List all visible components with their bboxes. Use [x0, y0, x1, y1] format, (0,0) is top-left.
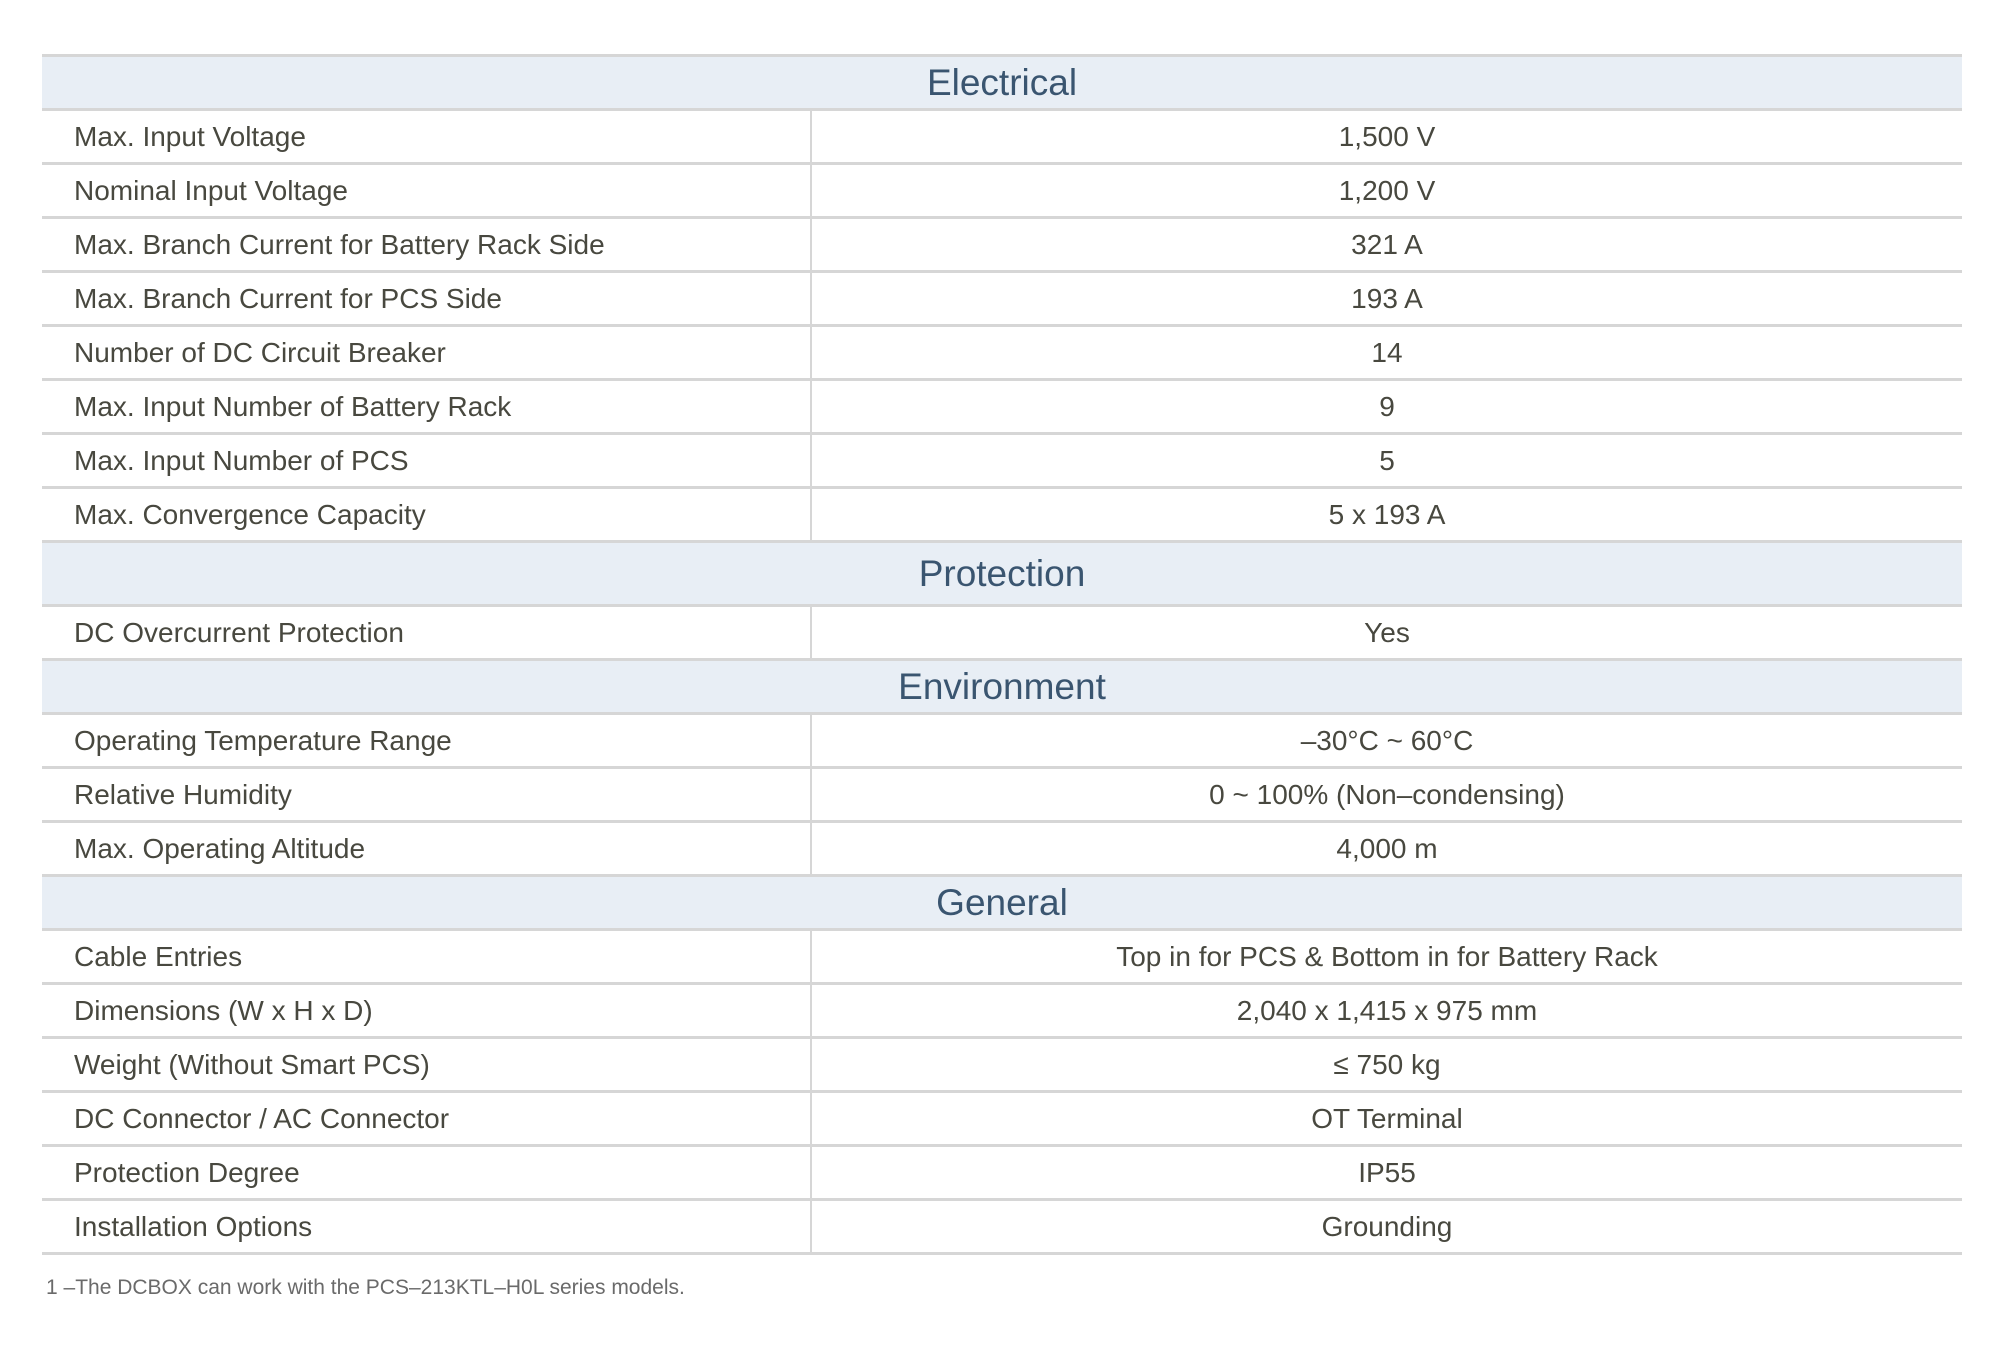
spec-value: IP55 — [1358, 1157, 1416, 1188]
spec-label: Max. Input Voltage — [42, 111, 812, 162]
section-header-general: General — [42, 877, 1962, 931]
table-row: Installation Options Grounding — [42, 1201, 1962, 1255]
section-header-protection: Protection — [42, 543, 1962, 607]
spec-value: 2,040 x 1,415 x 975 mm — [1236, 995, 1538, 1026]
table-row: Max. Convergence Capacity 5 x 193 A — [42, 489, 1962, 543]
spec-value: 9 — [1379, 391, 1395, 422]
spec-label: DC Overcurrent Protection — [42, 607, 812, 658]
spec-value: OT Terminal — [1311, 1103, 1463, 1134]
table-row: Dimensions (W x H x D) 2,040 x 1,415 x 97… — [42, 985, 1962, 1039]
spec-value: 5 x 193 A — [1328, 499, 1446, 530]
table-row: Number of DC Circuit Breaker 14 — [42, 327, 1962, 381]
spec-value: 5 — [1379, 445, 1395, 476]
table-row: DC Connector / AC Connector OT Terminal — [42, 1093, 1962, 1147]
table-row: Max. Operating Altitude 4,000 m — [42, 823, 1962, 877]
table-row: Max. Input Voltage 1,500 V — [42, 111, 1962, 165]
spec-label: Max. Branch Current for PCS Side — [42, 273, 812, 324]
spec-value: 1,500 V — [1338, 121, 1436, 152]
spec-value: –30°C ~ 60°C — [1300, 725, 1474, 756]
spec-label: Number of DC Circuit Breaker — [42, 327, 812, 378]
table-row: Max. Input Number of Battery Rack 9 — [42, 381, 1962, 435]
section-header-environment: Environment — [42, 661, 1962, 715]
spec-label: Max. Operating Altitude — [42, 823, 812, 874]
spec-label: Operating Temperature Range — [42, 715, 812, 766]
table-row: Protection Degree IP55 — [42, 1147, 1962, 1201]
spec-value: 1,200 V — [1338, 175, 1436, 206]
spec-table: Electrical Max. Input Voltage 1,500 V Nomin… — [42, 54, 1962, 1255]
spec-label: Max. Convergence Capacity — [42, 489, 812, 540]
spec-label: Max. Input Number of PCS — [42, 435, 812, 486]
table-row: Max. Branch Current for Battery Rack Sid… — [42, 219, 1962, 273]
spec-value: 14 — [1371, 337, 1403, 368]
spec-label: Weight (Without Smart PCS) — [42, 1039, 812, 1090]
spec-value: ≤ 750 kg — [1333, 1049, 1441, 1080]
table-row: Max. Input Number of PCS 5 — [42, 435, 1962, 489]
spec-label: Dimensions (W x H x D) — [42, 985, 812, 1036]
spec-value: Grounding — [1321, 1211, 1453, 1242]
spec-label: DC Connector / AC Connector — [42, 1093, 812, 1144]
table-row: Nominal Input Voltage 1,200 V — [42, 165, 1962, 219]
spec-value: Yes — [1364, 617, 1410, 648]
table-row: Relative Humidity 0 ~ 100% (Non–condensin… — [42, 769, 1962, 823]
table-row: Operating Temperature Range –30°C ~ 60°C — [42, 715, 1962, 769]
footnote: 1 –The DCBOX can work with the PCS–213KT… — [46, 1276, 685, 1299]
spec-value: Top in for PCS & Bottom in for Battery R… — [1116, 941, 1658, 972]
table-row: DC Overcurrent Protection Yes — [42, 607, 1962, 661]
section-header-electrical: Electrical — [42, 57, 1962, 111]
spec-label: Cable Entries — [42, 931, 812, 982]
spec-label: Protection Degree — [42, 1147, 812, 1198]
table-row: Weight (Without Smart PCS) ≤ 750 kg — [42, 1039, 1962, 1093]
spec-label: Installation Options — [42, 1201, 812, 1252]
spec-label: Nominal Input Voltage — [42, 165, 812, 216]
table-row: Cable Entries Top in for PCS & Bottom in … — [42, 931, 1962, 985]
spec-value: 321 A — [1351, 229, 1423, 260]
table-row: Max. Branch Current for PCS Side 193 A — [42, 273, 1962, 327]
spec-label: Max. Input Number of Battery Rack — [42, 381, 812, 432]
spec-value: 193 A — [1351, 283, 1423, 314]
spec-label: Relative Humidity — [42, 769, 812, 820]
spec-label: Max. Branch Current for Battery Rack Sid… — [42, 219, 812, 270]
spec-value: 4,000 m — [1336, 833, 1438, 864]
spec-value: 0 ~ 100% (Non–condensing) — [1209, 779, 1565, 810]
